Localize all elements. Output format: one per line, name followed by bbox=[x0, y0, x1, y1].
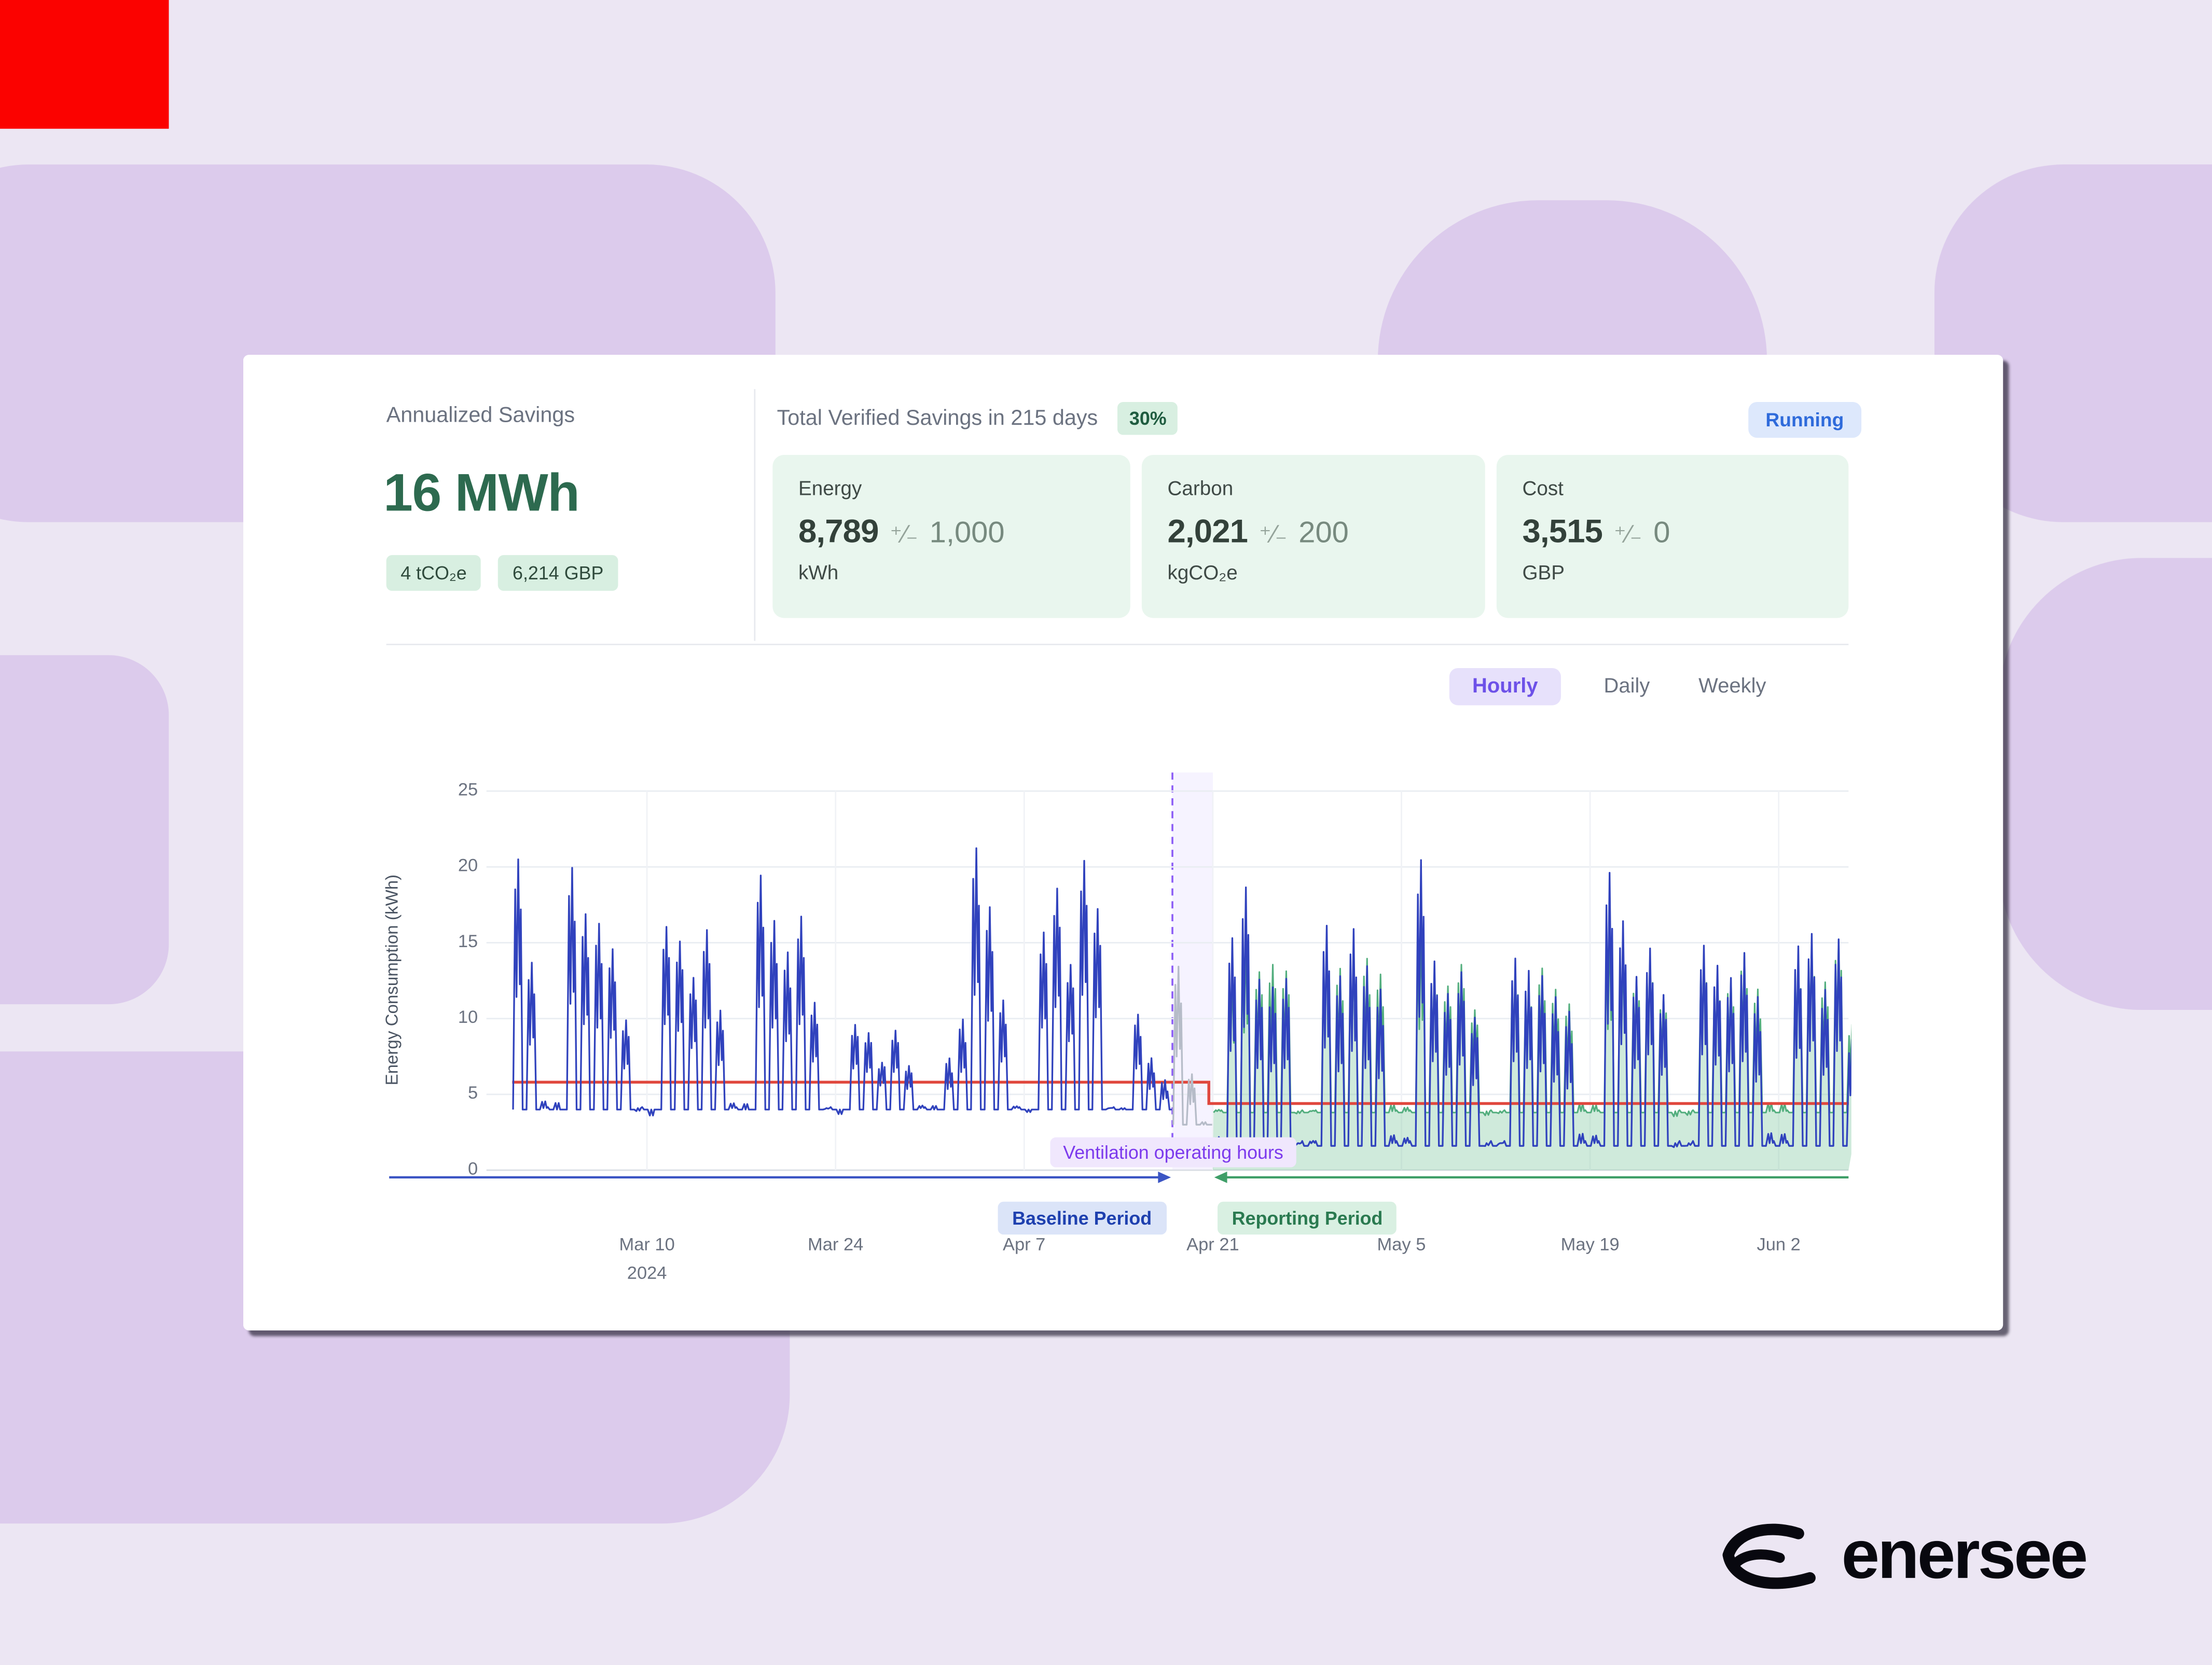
y-tick-label: 20 bbox=[458, 855, 478, 876]
y-tick-label: 25 bbox=[458, 780, 478, 800]
stat-value-row: 8,789 ⁺⁄₋ 1,000 bbox=[798, 512, 1104, 550]
interval-tabs: Hourly Daily Weekly bbox=[1449, 668, 1772, 705]
x-tick-label: May 19 bbox=[1560, 1234, 1620, 1255]
y-tick-label: 10 bbox=[458, 1007, 478, 1028]
stat-value: 3,515 bbox=[1522, 512, 1603, 550]
total-savings-row: Total Verified Savings in 215 days 30% bbox=[777, 401, 1178, 435]
x-tick-label: Mar 24 bbox=[808, 1234, 864, 1255]
co2-savings-badge: 4 tCO₂e bbox=[386, 555, 481, 591]
annualized-savings-badges: 4 tCO₂e 6,214 GBP bbox=[386, 555, 618, 591]
ventilation-hours-label: Ventilation operating hours bbox=[1050, 1137, 1296, 1168]
stat-uncertainty: 200 bbox=[1298, 516, 1349, 550]
stat-card-carbon: Carbon 2,021 ⁺⁄₋ 200 kgCO₂e bbox=[1141, 455, 1485, 618]
stat-value: 2,021 bbox=[1167, 512, 1248, 550]
red-accent-block bbox=[0, 0, 169, 129]
stat-label: Cost bbox=[1522, 476, 1564, 500]
tab-weekly[interactable]: Weekly bbox=[1693, 668, 1772, 705]
plus-minus-symbol: ⁺⁄₋ bbox=[1614, 520, 1642, 548]
y-tick-label: 15 bbox=[458, 931, 478, 952]
stat-card-cost: Cost 3,515 ⁺⁄₋ 0 GBP bbox=[1496, 455, 1849, 618]
status-badge: Running bbox=[1748, 401, 1861, 438]
x-tick-label: Apr 21 bbox=[1186, 1234, 1239, 1255]
savings-dashboard-card: Annualized Savings 16 MWh 4 tCO₂e 6,214 … bbox=[243, 354, 2003, 1330]
x-tick-label: May 5 bbox=[1377, 1234, 1426, 1255]
savings-percent-badge: 30% bbox=[1117, 401, 1178, 435]
stat-label: Energy bbox=[798, 476, 862, 500]
energy-consumption-chart bbox=[389, 772, 1851, 1183]
baseline-period-label: Baseline Period bbox=[998, 1201, 1166, 1235]
vertical-divider bbox=[754, 389, 756, 641]
plus-minus-symbol: ⁺⁄₋ bbox=[890, 520, 918, 548]
stat-card-energy: Energy 8,789 ⁺⁄₋ 1,000 kWh bbox=[772, 455, 1130, 618]
enersee-logo-text: enersee bbox=[1841, 1518, 2089, 1594]
gbp-savings-badge: 6,214 GBP bbox=[498, 555, 618, 591]
reporting-period-label: Reporting Period bbox=[1218, 1201, 1398, 1235]
stat-value-row: 3,515 ⁺⁄₋ 0 bbox=[1523, 512, 1823, 550]
total-savings-label: Total Verified Savings in 215 days bbox=[777, 406, 1098, 431]
enersee-logo: enersee bbox=[1712, 1516, 2089, 1595]
background-blob-left bbox=[0, 655, 169, 1005]
stat-value-row: 2,021 ⁺⁄₋ 200 bbox=[1168, 512, 1460, 550]
stat-unit: GBP bbox=[1522, 561, 1565, 584]
tab-hourly[interactable]: Hourly bbox=[1449, 668, 1561, 705]
stat-unit: kgCO₂e bbox=[1167, 561, 1238, 584]
stat-uncertainty: 1,000 bbox=[929, 516, 1005, 550]
y-tick-label: 0 bbox=[467, 1158, 478, 1179]
stat-value: 8,789 bbox=[798, 512, 879, 550]
x-tick-label: Apr 7 bbox=[1002, 1234, 1046, 1255]
annualized-savings-value: 16 MWh bbox=[383, 463, 580, 522]
plus-minus-symbol: ⁺⁄₋ bbox=[1259, 520, 1288, 548]
horizontal-divider bbox=[386, 644, 1849, 645]
stat-label: Carbon bbox=[1167, 476, 1234, 500]
x-tick-label: Jun 2 bbox=[1757, 1234, 1801, 1255]
stat-uncertainty: 0 bbox=[1653, 516, 1670, 550]
y-tick-label: 5 bbox=[467, 1083, 478, 1103]
x-tick-label: Mar 10 2024 bbox=[619, 1234, 675, 1283]
stat-unit: kWh bbox=[798, 561, 839, 584]
tab-daily[interactable]: Daily bbox=[1598, 668, 1655, 705]
background-blob-right bbox=[1998, 558, 2212, 1010]
annualized-savings-label: Annualized Savings bbox=[386, 403, 575, 428]
enersee-logo-mark bbox=[1722, 1523, 1816, 1588]
